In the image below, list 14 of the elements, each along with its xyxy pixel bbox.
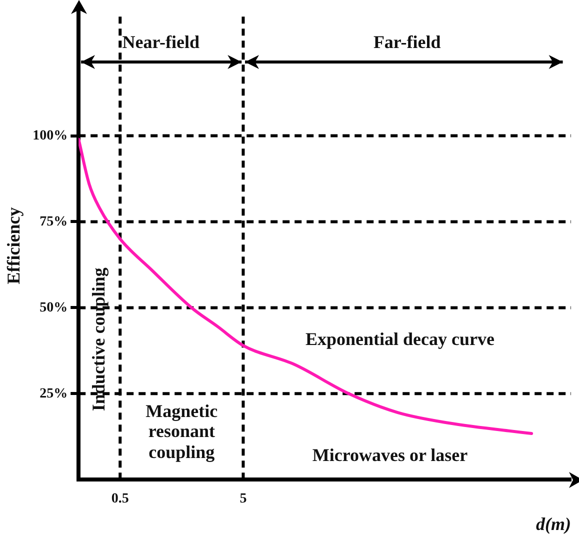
- annotation: Microwaves or laser: [311, 445, 469, 466]
- x-tick-label: 0.5: [111, 492, 129, 507]
- annotation: Magnetic resonant coupling: [144, 400, 219, 463]
- y-axis-title: Efficiency: [3, 207, 24, 284]
- annotation: Exponential decay curve: [304, 329, 496, 350]
- y-tick-label: 100%: [32, 128, 68, 144]
- annotation: Near-field: [121, 32, 201, 52]
- x-tick-label: 5: [240, 492, 247, 507]
- x-axis-title: d(m): [536, 514, 571, 534]
- y-tick-label: 50%: [40, 300, 68, 316]
- y-tick-label: 25%: [40, 386, 68, 402]
- y-tick-label: 75%: [40, 214, 68, 230]
- annotation: Inductive coupling: [88, 266, 109, 414]
- annotation: Far-field: [372, 32, 442, 52]
